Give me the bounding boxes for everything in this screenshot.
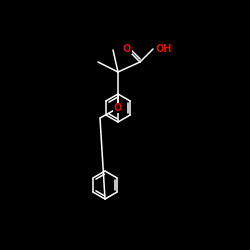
- Text: OH: OH: [155, 44, 172, 54]
- Text: O: O: [114, 103, 122, 113]
- Text: O: O: [123, 44, 131, 54]
